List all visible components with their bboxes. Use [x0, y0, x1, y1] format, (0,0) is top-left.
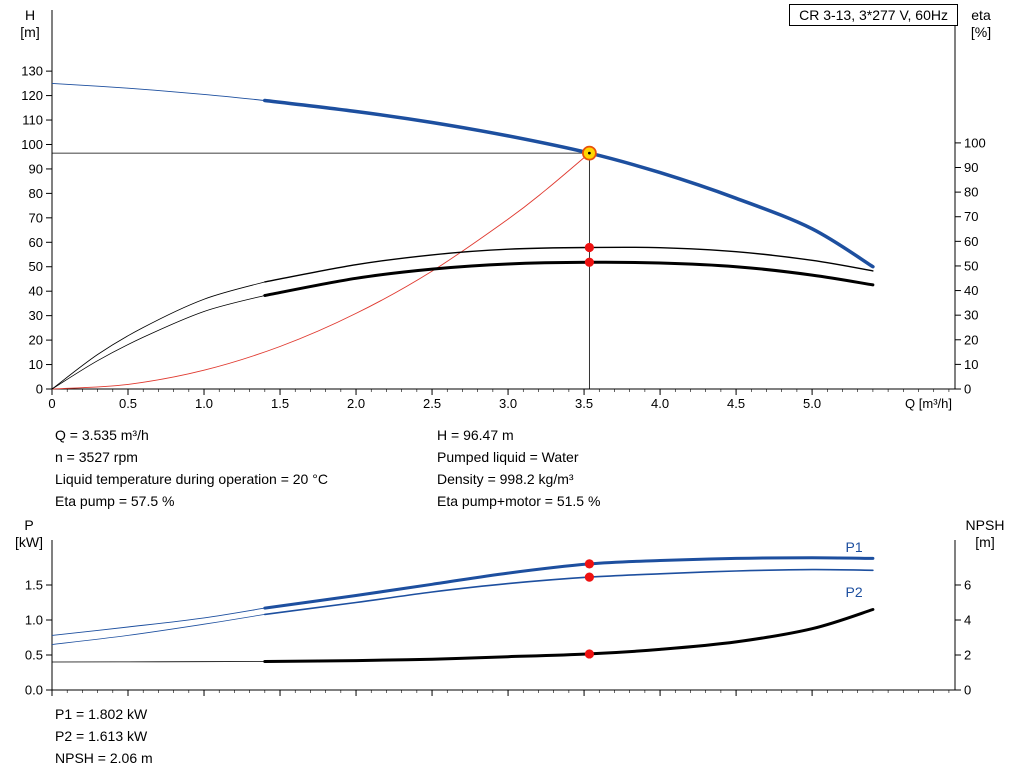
- info-line-eta-total: Eta pump+motor = 51.5 %: [437, 493, 601, 509]
- x-tick-label: 2.5: [423, 396, 441, 411]
- eta-pump-motor-curve-thin: [51, 295, 265, 390]
- y-left-tick-label: 130: [21, 64, 43, 79]
- y-left-tick-label: 40: [29, 284, 43, 299]
- p1-curve: [263, 556, 875, 610]
- x-tick-label: 4.5: [727, 396, 745, 411]
- eta-pump-curve: [264, 246, 874, 283]
- y-right-tick-label: 0: [964, 683, 971, 698]
- y-left-tick-label: 1.0: [25, 613, 43, 628]
- y-left-tick-label: 110: [22, 113, 43, 128]
- info-line-head: H = 96.47 m: [437, 427, 514, 443]
- y-axis-left-title: H: [25, 7, 35, 23]
- duty-point-center: [587, 151, 591, 155]
- y-left-tick-label: 50: [29, 259, 43, 274]
- x-tick-label: 1.0: [195, 396, 213, 411]
- head-eta-chart: 0 0.5 1.0 1.5 2.0 2.5 3.0 3.5 4.0 4.5 5.0 0 10 20 30 40…: [20, 7, 991, 411]
- x-tick-label: 4.0: [651, 396, 669, 411]
- y-right-tick-label: 90: [964, 160, 978, 175]
- y-left-tick-label: 0: [36, 382, 43, 397]
- y-left-tick-label: 120: [21, 88, 43, 103]
- y-left-tick-label: 80: [29, 186, 43, 201]
- info-line-npsh: NPSH = 2.06 m: [55, 750, 153, 766]
- x-tick-label: 1.5: [271, 396, 289, 411]
- y-axis-left-title: [m]: [20, 24, 39, 40]
- info-line-density: Density = 998.2 kg/m³: [437, 471, 574, 487]
- eta-pump-motor-curve: [263, 260, 875, 297]
- npsh-curve-thin: [51, 661, 265, 663]
- p2-curve-thin: [51, 614, 265, 645]
- y-left-tick-label: 0.0: [25, 683, 43, 698]
- y-left-tick-label: 70: [29, 210, 43, 225]
- p2-curve: [264, 568, 874, 616]
- x-tick-label: 2.0: [347, 396, 365, 411]
- y-left-tick-label: 0.5: [25, 648, 43, 663]
- head-curve: [263, 98, 875, 269]
- y-axis-right-title: [m]: [975, 534, 994, 550]
- info-line-pumped-liquid: Pumped liquid = Water: [437, 449, 579, 465]
- duty-value-dot: [584, 649, 594, 659]
- y-axis-right-title: [%]: [971, 24, 991, 40]
- y-right-tick-label: 2: [964, 647, 971, 662]
- duty-info-left: Q = 3.535 m³/h n = 3527 rpm Liquid tempe…: [55, 424, 328, 512]
- y-right-tick-label: 0: [964, 382, 971, 397]
- y-right-tick-label: 50: [964, 258, 978, 273]
- x-tick-label: 0.5: [119, 396, 137, 411]
- duty-info-right: H = 96.47 m Pumped liquid = Water Densit…: [437, 424, 600, 512]
- y-axis-right-title: NPSH: [966, 517, 1005, 533]
- info-line-speed: n = 3527 rpm: [55, 449, 138, 465]
- duty-value-dot: [584, 559, 594, 569]
- y-axis-left-title: P: [24, 517, 33, 533]
- system-curve-curve: [51, 152, 590, 390]
- y-right-tick-label: 40: [964, 283, 978, 298]
- info-line-liquid-temp: Liquid temperature during operation = 20…: [55, 471, 328, 487]
- y-right-tick-label: 6: [964, 577, 971, 592]
- y-right-tick-label: 100: [964, 135, 986, 150]
- eta-pump-curve-thin: [51, 281, 265, 390]
- y-left-tick-label: 20: [29, 333, 43, 348]
- y-right-tick-label: 80: [964, 185, 978, 200]
- y-left-tick-label: 10: [29, 357, 43, 372]
- x-tick-label: 3.0: [499, 396, 517, 411]
- y-left-tick-label: 100: [21, 137, 43, 152]
- y-axis-right-title: eta: [971, 7, 991, 23]
- y-left-tick-label: 60: [29, 235, 43, 250]
- y-right-tick-label: 4: [964, 612, 971, 627]
- x-tick-label: 0: [48, 396, 55, 411]
- x-axis-title: Q [m³/h]: [905, 396, 952, 411]
- duty-value-dot: [584, 572, 594, 582]
- series-label-p2: P2: [846, 584, 863, 600]
- pump-title-box: CR 3-13, 3*277 V, 60Hz: [789, 4, 958, 26]
- power-npsh-chart: 0.0 0.5 1.0 1.5 0 2 4 6 P1 P2 P[kW] NPSH[m]: [15, 517, 1004, 698]
- y-left-tick-label: 90: [29, 161, 43, 176]
- p1-curve-thin: [51, 607, 265, 636]
- npsh-curve: [263, 608, 875, 663]
- info-line-q: Q = 3.535 m³/h: [55, 427, 149, 443]
- y-right-tick-label: 70: [964, 209, 978, 224]
- y-axis-left-title: [kW]: [15, 534, 43, 550]
- y-right-tick-label: 20: [964, 332, 978, 347]
- info-line-p2: P2 = 1.613 kW: [55, 728, 148, 744]
- power-info: P1 = 1.802 kW P2 = 1.613 kW NPSH = 2.06 …: [55, 703, 153, 769]
- y-left-tick-label: 30: [29, 308, 43, 323]
- info-line-p1: P1 = 1.802 kW: [55, 706, 148, 722]
- y-right-tick-label: 30: [964, 308, 978, 323]
- info-line-eta-pump: Eta pump = 57.5 %: [55, 493, 175, 509]
- y-left-tick-label: 1.5: [25, 578, 43, 593]
- series-label-p1: P1: [846, 539, 863, 555]
- duty-value-dot: [584, 242, 594, 253]
- x-tick-label: 5.0: [803, 396, 821, 411]
- head-curve-thin: [51, 82, 265, 101]
- y-right-tick-label: 10: [964, 357, 978, 372]
- y-right-tick-label: 60: [964, 234, 978, 249]
- x-tick-label: 3.5: [575, 396, 593, 411]
- duty-value-dot: [584, 257, 594, 267]
